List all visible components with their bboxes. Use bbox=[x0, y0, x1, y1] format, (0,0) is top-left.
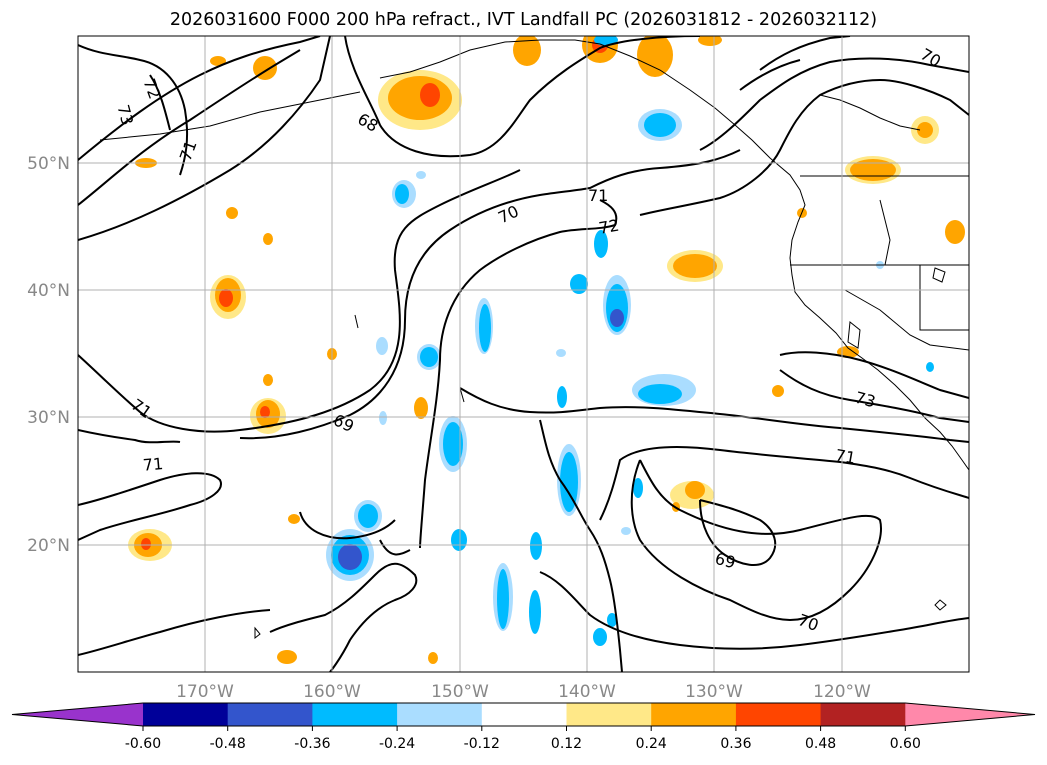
contour-label: 72 bbox=[597, 216, 620, 238]
colorbar-segment bbox=[481, 703, 567, 726]
gridlines bbox=[78, 36, 969, 672]
longitude-labels: 170°W 160°W 150°W 140°W 130°W 120°W bbox=[176, 682, 871, 702]
colorbar-segment bbox=[312, 703, 398, 726]
lon-label: 170°W bbox=[176, 682, 234, 702]
colorbar-tick-label: -0.12 bbox=[464, 736, 500, 752]
colorbar-tick-label: -0.48 bbox=[210, 736, 246, 752]
lon-label: 140°W bbox=[558, 682, 616, 702]
lon-label: 120°W bbox=[813, 682, 871, 702]
map-title: 2026031600 F000 200 hPa refract., IVT La… bbox=[169, 10, 878, 30]
colorbar-tick-label: -0.24 bbox=[379, 736, 415, 752]
colorbar-extend-low bbox=[12, 703, 143, 726]
contour-label: 73 bbox=[113, 103, 137, 128]
contour-label: 71 bbox=[588, 186, 608, 205]
colorbar-segment bbox=[820, 703, 906, 726]
lon-label: 130°W bbox=[685, 682, 743, 702]
contour-label: 73 bbox=[853, 388, 878, 412]
latitude-labels: 50°N 40°N 30°N 20°N bbox=[27, 154, 70, 556]
lat-label: 50°N bbox=[27, 154, 70, 174]
contour-label: 69 bbox=[713, 549, 738, 573]
plot-area bbox=[78, 36, 969, 672]
colorbar-tick-label: 0.12 bbox=[551, 736, 582, 752]
contour-label: 71 bbox=[834, 445, 857, 467]
colorbar-tick-label: 0.36 bbox=[720, 736, 751, 752]
lon-label: 150°W bbox=[431, 682, 489, 702]
colorbar-tick-label: -0.60 bbox=[125, 736, 161, 752]
colorbar-tick-label: 0.24 bbox=[636, 736, 667, 752]
lat-label: 40°N bbox=[27, 281, 70, 301]
lon-label: 160°W bbox=[303, 682, 361, 702]
contour-lines bbox=[78, 36, 969, 672]
colorbar-segment bbox=[566, 703, 652, 726]
colorbar-segment bbox=[227, 703, 313, 726]
contour-label: 71 bbox=[142, 454, 164, 475]
colorbar-tick-label: -0.36 bbox=[294, 736, 330, 752]
colorbar-tick-label: 0.60 bbox=[890, 736, 921, 752]
lat-label: 20°N bbox=[27, 536, 70, 556]
colorbar-segment bbox=[397, 703, 483, 726]
colorbar-ticks: -0.60 -0.48 -0.36 -0.24 -0.12 0.12 0.24 0.36 0.4… bbox=[125, 726, 921, 752]
colorbar bbox=[11, 702, 1036, 727]
colorbar-segment bbox=[143, 703, 229, 726]
colorbar-segment bbox=[735, 703, 822, 726]
colorbar-segment bbox=[651, 703, 737, 726]
lat-label: 30°N bbox=[27, 408, 70, 428]
colorbar-extend-high bbox=[905, 703, 1035, 726]
coastlines bbox=[99, 39, 969, 640]
colorbar-tick-label: 0.48 bbox=[805, 736, 836, 752]
plot-frame bbox=[77, 35, 970, 673]
